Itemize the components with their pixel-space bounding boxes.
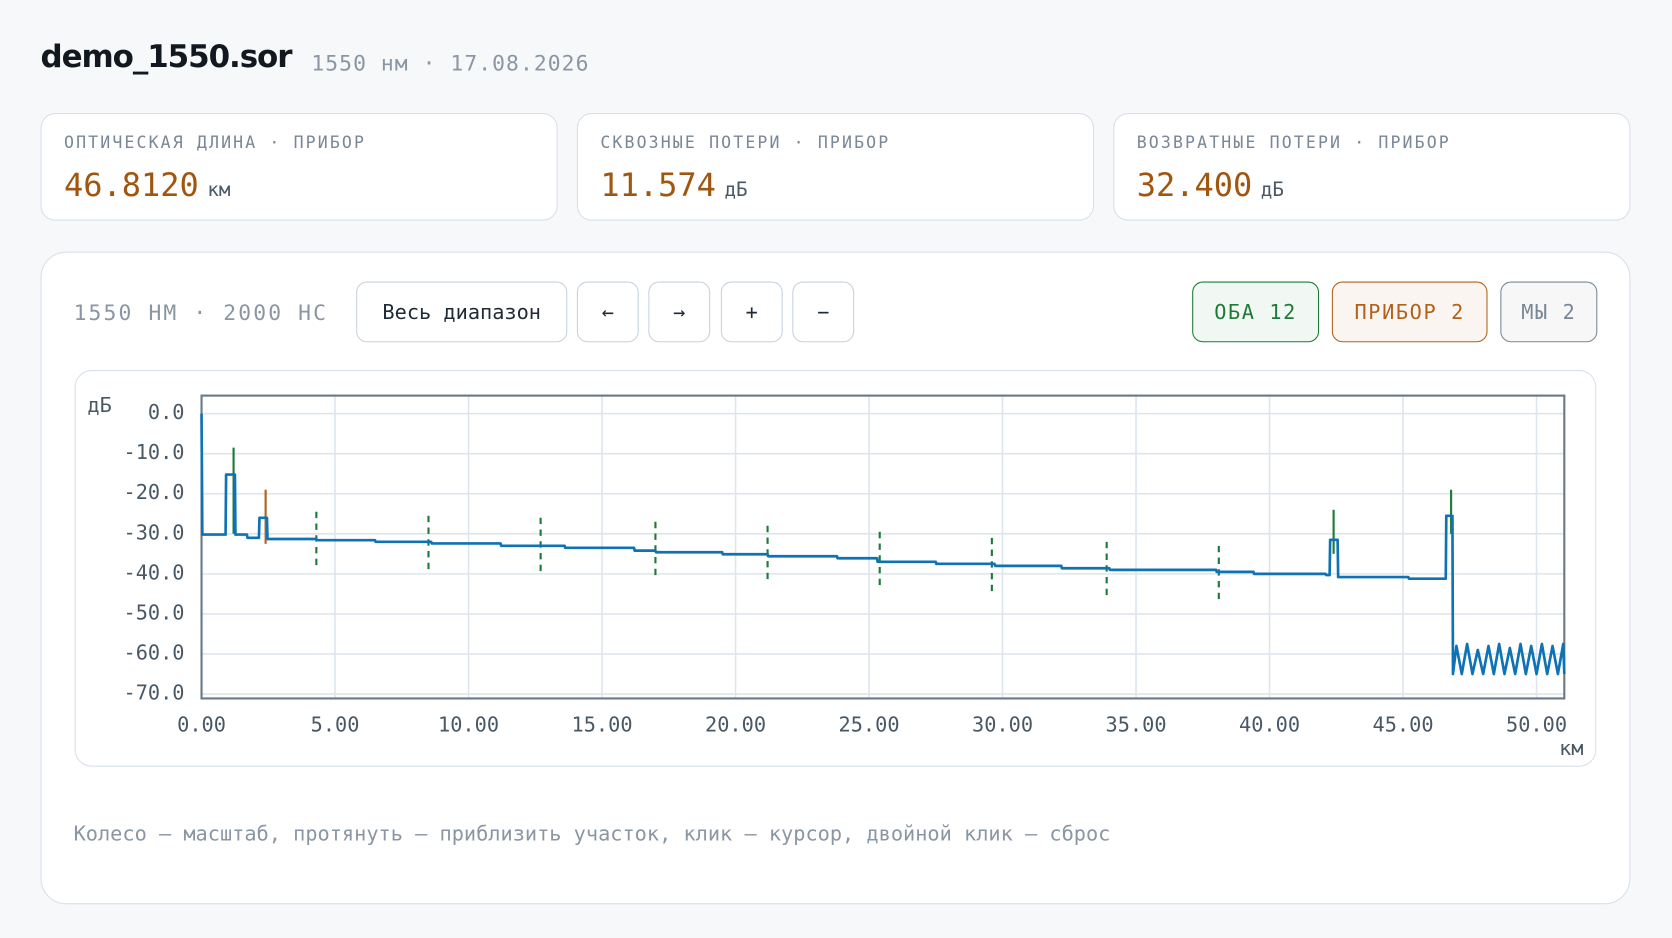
chart: дБ км 0.0 -10.0 -20.0 -30.0 -40.0 -50.0 -60.0 -… (87, 393, 1583, 760)
filter-chip[interactable]: ПРИБОР 2 (1331, 281, 1488, 343)
file-title: demo_1550.sor (40, 38, 293, 75)
metric-label: ВОЗВРАТНЫЕ ПОТЕРИ · ПРИБОР (1136, 133, 1451, 153)
metric-card: ВОЗВРАТНЫЕ ПОТЕРИ · ПРИБОР 32.400 дБ (1113, 113, 1631, 221)
zoom-in-button[interactable]: + (720, 281, 783, 343)
metric-value: 11.574 (600, 167, 716, 205)
metric-unit: дБ (724, 179, 748, 202)
x-tick-label: 50.00 (1506, 713, 1567, 737)
x-tick-label: 15.00 (572, 713, 633, 737)
y-axis-label: дБ (87, 393, 111, 417)
metric-card: ОПТИЧЕСКАЯ ДЛИНА · ПРИБОР 46.8120 км (40, 113, 558, 221)
file-subtitle: 1550 нм · 17.08.2026 (311, 50, 590, 76)
trace-line (200, 413, 1566, 676)
x-tick-label: 20.00 (705, 713, 766, 737)
chart-box (74, 370, 1597, 767)
trace-info: 1550 НМ · 2000 НС (73, 299, 329, 326)
x-tick-label: 10.00 (438, 713, 499, 737)
zoom-out-button[interactable]: − (792, 281, 855, 343)
x-tick-label: 5.00 (311, 713, 360, 737)
metric-unit: км (207, 179, 231, 202)
plot-frame (200, 394, 1566, 700)
y-tick-label: -50.0 (124, 600, 185, 624)
x-tick-label: 30.00 (972, 713, 1033, 737)
metric-value: 32.400 (1136, 167, 1253, 205)
y-tick-label: -30.0 (124, 520, 185, 544)
pan-left-button[interactable]: ← (576, 281, 639, 343)
full-range-button[interactable]: Весь диапазон (356, 281, 568, 343)
metric-value: 46.8120 (63, 167, 199, 205)
metric-unit: дБ (1260, 179, 1284, 202)
pan-right-button[interactable]: → (648, 281, 711, 343)
hint-text: Колесо — масштаб, протянуть — приблизить… (73, 822, 1111, 846)
metric-card: СКВОЗНЫЕ ПОТЕРИ · ПРИБОР 11.574 дБ (576, 113, 1095, 221)
x-tick-label: 45.00 (1373, 713, 1434, 737)
y-tick-label: -20.0 (124, 480, 185, 504)
x-axis-label: км (1559, 736, 1583, 760)
filter-chip[interactable]: МЫ 2 (1500, 281, 1598, 343)
filter-chip[interactable]: ОБА 12 (1192, 281, 1320, 343)
y-tick-label: -10.0 (124, 440, 185, 464)
metric-label: ОПТИЧЕСКАЯ ДЛИНА · ПРИБОР (63, 133, 367, 153)
y-tick-label: -70.0 (124, 681, 185, 705)
y-tick-label: -60.0 (124, 640, 185, 664)
y-tick-label: 0.0 (148, 400, 185, 424)
x-tick-label: 0.00 (177, 713, 226, 737)
metric-label: СКВОЗНЫЕ ПОТЕРИ · ПРИБОР (600, 133, 891, 153)
x-tick-label: 35.00 (1106, 713, 1167, 737)
x-tick-label: 40.00 (1239, 713, 1300, 737)
y-tick-label: -40.0 (124, 560, 185, 584)
x-tick-label: 25.00 (839, 713, 900, 737)
